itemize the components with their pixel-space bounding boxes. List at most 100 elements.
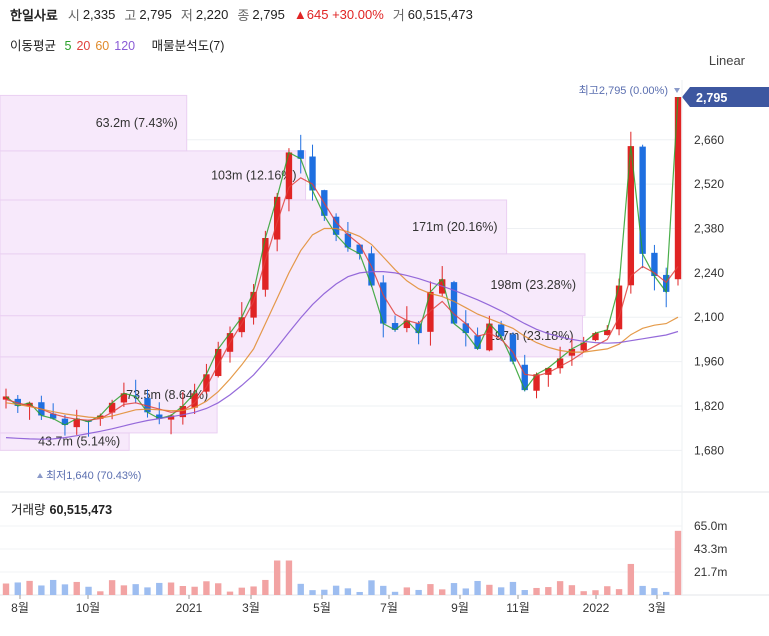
change-value: ▲645 +30.00% [293, 6, 384, 22]
candle-body [179, 405, 187, 418]
candle-body [403, 320, 411, 329]
volume-bar [238, 587, 245, 595]
volume-tick-label: 43.3m [694, 542, 727, 556]
candle-body [580, 342, 587, 351]
volume-profile-bar [0, 315, 583, 358]
volume-tick-label: 21.7m [694, 565, 727, 579]
volume-bar [356, 591, 363, 595]
volume-bar [97, 591, 104, 595]
candle-body [521, 364, 528, 391]
candle-body [639, 146, 646, 254]
moving-average-line-60 [5, 227, 679, 419]
volume-bar [533, 587, 540, 595]
volume-bar [2, 583, 10, 595]
volume-title: 거래량 60,515,473 [11, 499, 112, 518]
volume-bar [120, 585, 128, 595]
volume-bar [285, 560, 293, 595]
high-annotation: 최고2,795 (0.00%) [579, 84, 668, 97]
time-tick-label: 5월 [313, 601, 331, 615]
volume-bar [474, 580, 481, 595]
high-label: 고 [124, 7, 137, 23]
volume-profile-label: 43.7m (5.14%) [38, 435, 120, 449]
volume-bar [344, 588, 352, 595]
volume-bar [604, 586, 611, 595]
price-tick-label: 1,820 [694, 399, 724, 413]
candle-body [380, 282, 387, 324]
volume-bar [415, 589, 422, 595]
candle-body [97, 415, 104, 419]
candle-body [344, 233, 352, 248]
candle-body [462, 323, 469, 334]
volume-bar [368, 580, 375, 595]
moving-average-line-120 [5, 271, 679, 440]
volume-bar [108, 580, 116, 595]
volume-title-label: 거래량 [11, 503, 46, 517]
candle-body [309, 156, 316, 191]
volume-bar [403, 587, 411, 595]
ma-60-label: 60 [95, 39, 110, 53]
low-annotation: 최저1,640 (70.43%) [46, 469, 141, 482]
volume-value: 60,515,473 [407, 6, 473, 22]
volume-bar [615, 589, 623, 595]
candle-body [627, 146, 635, 286]
volume-bar [203, 581, 210, 595]
volume-profile-label: 198m (23.28%) [491, 278, 576, 292]
price-tick-label: 2,240 [694, 266, 724, 280]
moving-average-line-20 [5, 177, 679, 421]
price-tick-label: 1,960 [694, 355, 724, 369]
candle-body [674, 97, 682, 280]
volume-bar [61, 584, 69, 595]
time-tick-label: 2021 [176, 601, 203, 615]
volume-bar [179, 586, 187, 595]
candle-body [604, 329, 611, 336]
volume-tick-label: 65.0m [694, 519, 727, 533]
candle-body [203, 374, 210, 392]
candle-body [73, 418, 80, 428]
candle-body [262, 238, 269, 290]
volume-bar [486, 584, 493, 595]
candle-body [391, 323, 399, 330]
volume-profile-label: 171m (20.16%) [412, 220, 497, 234]
time-tick-label: 9월 [451, 601, 469, 615]
moving-average-legend[interactable]: 이동평균 5 20 60 120 매물분석도(7) [10, 35, 229, 54]
candle-body [250, 291, 257, 318]
volume-bar [14, 582, 21, 595]
volume-bar [191, 586, 198, 595]
candle-body [533, 374, 540, 391]
volume-profile-label: 63.2m (7.43%) [96, 116, 178, 130]
low-value: 2,220 [195, 6, 229, 22]
volume-bar [427, 584, 434, 595]
volume-profile-bar [0, 94, 188, 152]
volume-bar [627, 563, 635, 595]
volume-bar [556, 581, 564, 595]
volume-bar [521, 590, 528, 595]
candle-body [61, 418, 69, 425]
volume-bar [332, 585, 340, 595]
volume-profile-label[interactable]: 매물분석도(7) [151, 39, 225, 53]
candle-body [368, 253, 375, 286]
price-tick-label: 1,680 [694, 443, 724, 457]
high-value: 2,795 [139, 6, 172, 22]
price-tick-label: 2,660 [694, 133, 724, 147]
volume-bar [156, 582, 163, 595]
candle-body [545, 367, 552, 375]
candle-body [167, 415, 175, 420]
time-tick-label: 8월 [11, 601, 29, 615]
volume-bar [250, 586, 257, 595]
candle-body [427, 291, 434, 332]
volume-bar [38, 585, 45, 595]
scale-toggle[interactable]: Linear [708, 53, 745, 68]
candle-body [474, 335, 481, 349]
close-value: 2,795 [252, 6, 285, 22]
candle-body [450, 282, 458, 324]
volume-bar [568, 585, 576, 595]
candle-body [144, 398, 151, 413]
candle-body [26, 402, 33, 406]
volume-bar [651, 588, 658, 595]
time-tick-label: 7월 [380, 601, 398, 615]
candle-body [486, 323, 493, 351]
volume-bar [380, 585, 387, 595]
price-tick-label: 2,100 [694, 310, 724, 324]
volume-bar [321, 589, 328, 595]
